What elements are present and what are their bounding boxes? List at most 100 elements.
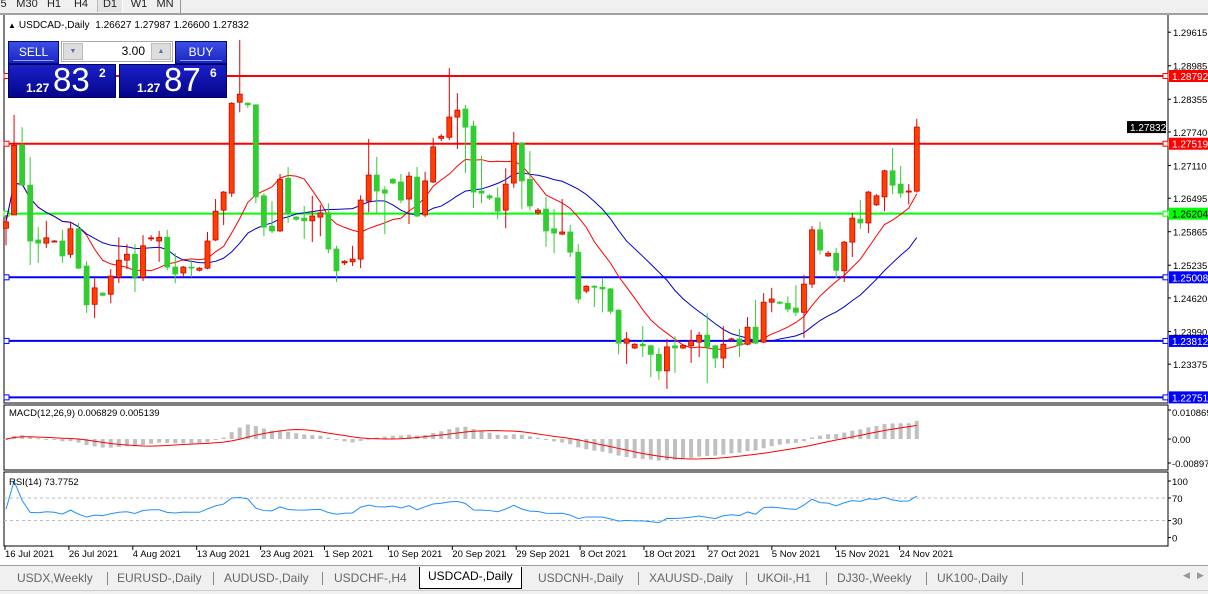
candle-body xyxy=(575,251,582,300)
macd-histogram-bar xyxy=(116,439,121,447)
triangle-down-icon: ▼ xyxy=(69,48,77,55)
candle-body xyxy=(422,180,429,216)
tab-xauusd-daily[interactable]: XAUUSD-,Daily xyxy=(649,571,734,585)
price-tick-label: 1.25865 xyxy=(1173,228,1207,239)
line-handle xyxy=(1162,394,1169,401)
macd-histogram-bar xyxy=(801,439,806,442)
candle-body xyxy=(389,178,396,184)
date-label: 10 Sep 2021 xyxy=(388,549,442,560)
triangle-up-icon: ▲ xyxy=(157,48,165,55)
candle-body xyxy=(881,170,888,198)
decrease-lots-button[interactable]: ▼ xyxy=(63,43,83,60)
tab-uk100-daily[interactable]: UK100-,Daily xyxy=(937,571,1008,585)
timeframe-w1-button[interactable]: W1 xyxy=(130,0,148,10)
scroll-right-icon[interactable]: ▶ xyxy=(1197,570,1204,580)
macd-histogram-bar xyxy=(544,439,549,441)
candle-body xyxy=(752,326,759,344)
macd-histogram-bar xyxy=(382,436,387,440)
sell-button[interactable]: SELL xyxy=(8,41,59,64)
candle-body xyxy=(913,126,920,192)
candle-body xyxy=(236,93,243,103)
timeframe-h4-button[interactable]: H4 xyxy=(73,0,89,10)
buy-price-pips: 87 xyxy=(164,61,201,98)
candle-body xyxy=(99,292,106,296)
buy-button[interactable]: BUY xyxy=(175,41,227,64)
macd-histogram-bar xyxy=(882,424,887,440)
tab-separator xyxy=(746,572,747,585)
tab-usdcnh-daily[interactable]: USDCNH-,Daily xyxy=(538,571,624,585)
macd-histogram-bar xyxy=(84,439,89,446)
candle-body xyxy=(720,343,727,359)
tab-usdchf-h4[interactable]: USDCHF-,H4 xyxy=(334,571,407,585)
macd-tick-label: -0.008974 xyxy=(1172,459,1208,470)
increase-lots-button[interactable]: ▲ xyxy=(151,43,171,60)
scroll-left-icon[interactable]: ◀ xyxy=(1183,570,1190,580)
last-price-label-bg xyxy=(1127,121,1166,134)
macd-histogram-bar xyxy=(294,433,299,440)
macd-histogram-bar xyxy=(826,434,831,440)
timeframe-h1-button[interactable]: H1 xyxy=(46,0,62,10)
macd-histogram-bar xyxy=(705,439,710,456)
macd-histogram-bar xyxy=(552,439,557,442)
candle-body xyxy=(889,170,896,186)
candle-body xyxy=(309,215,316,222)
tab-audusd-daily[interactable]: AUDUSD-,Daily xyxy=(224,571,309,585)
tab-eurusd-daily[interactable]: EURUSD-,Daily xyxy=(117,571,202,585)
candle-body xyxy=(704,334,711,348)
candle-body xyxy=(67,228,74,255)
timeframe-m15-button[interactable]: 5 xyxy=(0,0,7,10)
candle-body xyxy=(849,217,856,243)
macd-histogram-bar xyxy=(4,439,8,441)
macd-histogram-bar xyxy=(527,436,532,440)
candle-body xyxy=(204,240,211,269)
candle-body xyxy=(510,142,517,184)
timeframe-mn-button[interactable]: MN xyxy=(156,0,174,10)
macd-histogram-bar xyxy=(374,437,379,440)
close-price: 1.27832 xyxy=(212,20,249,31)
macd-histogram-bar xyxy=(269,430,274,440)
macd-histogram-bar xyxy=(157,439,162,443)
candle-body xyxy=(51,240,58,243)
timeframe-d1-button[interactable]: D1 xyxy=(97,0,123,12)
buy-price-box[interactable]: 1.27 87 6 xyxy=(119,61,227,98)
macd-histogram-bar xyxy=(898,423,903,440)
macd-histogram-bar xyxy=(713,439,718,456)
tab-usdcad-daily[interactable]: USDCAD-,Daily xyxy=(419,567,522,589)
tab-separator xyxy=(322,572,323,585)
candle-body xyxy=(83,265,90,306)
candle-body xyxy=(398,181,404,201)
triangle-up-icon[interactable]: ▲ xyxy=(8,21,16,30)
candle-body xyxy=(462,108,469,128)
price-label-bg xyxy=(1169,207,1208,220)
sell-price-box[interactable]: 1.27 83 2 xyxy=(8,61,116,98)
macd-histogram-bar xyxy=(197,439,202,444)
macd-histogram-bar xyxy=(310,435,315,440)
candle-body xyxy=(817,229,823,251)
candle-body xyxy=(164,236,171,268)
candle-body xyxy=(905,190,912,193)
open-price: 1.26627 xyxy=(95,20,132,31)
candle-body xyxy=(809,229,815,285)
macd-histogram-bar xyxy=(390,435,395,440)
price-tick-label: 1.23375 xyxy=(1173,360,1207,371)
tab-dj30-weekly[interactable]: DJ30-,Weekly xyxy=(837,571,912,585)
chart-window[interactable]: 1.28792 1.27519 1.26204 1.25008 1.23812 1.227… xyxy=(0,15,1208,565)
candle-body xyxy=(535,209,541,214)
price-label-bg xyxy=(1169,334,1208,347)
lot-size-input[interactable]: 3.00 xyxy=(121,44,145,58)
date-label: 16 Jul 2021 xyxy=(5,549,54,560)
tab-usdx-weekly[interactable]: USDX,Weekly xyxy=(17,571,93,585)
tab-separator xyxy=(826,572,827,585)
candle-body xyxy=(317,212,324,218)
price-tick-label: 1.28985 xyxy=(1173,62,1207,73)
timeframe-m30-button[interactable]: M30 xyxy=(16,0,38,10)
sell-price-fraction: 2 xyxy=(99,66,106,80)
candle-body xyxy=(664,346,670,372)
tab-ukoil-h1[interactable]: UKOil-,H1 xyxy=(757,571,812,585)
macd-histogram-bar xyxy=(407,434,411,440)
candle-body xyxy=(478,190,485,194)
candle-body xyxy=(825,252,832,257)
candle-body xyxy=(543,208,549,232)
candle-body xyxy=(623,338,630,344)
macd-histogram-bar xyxy=(141,439,146,446)
